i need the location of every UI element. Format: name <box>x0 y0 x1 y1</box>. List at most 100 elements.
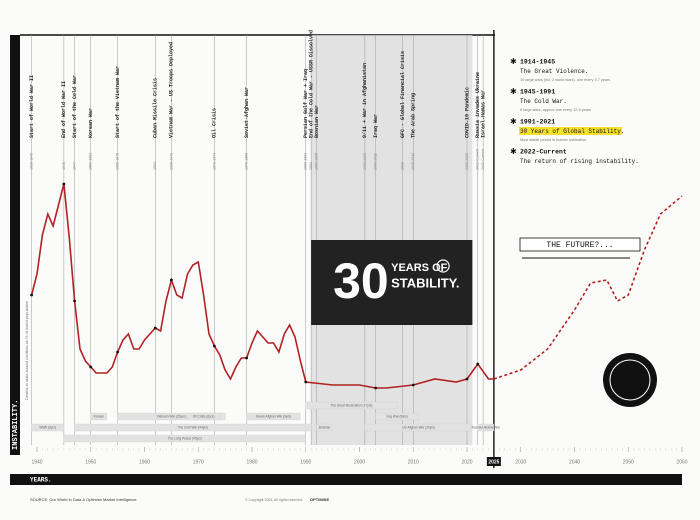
event-label: Cuban Missile Crisis <box>153 78 159 138</box>
event-label: 9/11 + War in Afghanistan <box>362 63 368 138</box>
x-tick-label: 1990 <box>300 459 311 465</box>
event-dot <box>374 386 378 390</box>
emblem <box>603 353 657 407</box>
event-dot <box>62 182 66 186</box>
x-tick-label: 2010 <box>408 459 419 465</box>
period-bar <box>74 423 312 432</box>
era-note: Most stable period in human civilisation… <box>520 138 587 142</box>
x-tick-label: 2020 <box>461 459 472 465</box>
event-dot <box>212 344 216 348</box>
event-label: Bosnian War <box>314 105 320 138</box>
era-title: The Great Violence. <box>520 68 588 75</box>
peace-icon <box>436 259 450 273</box>
period-label: WWII (6yrs) <box>39 426 56 430</box>
era-title: The Cold War. <box>520 98 567 105</box>
event-years: 1992-1995 <box>314 153 318 170</box>
event-label: The Arab Spring <box>411 93 417 138</box>
event-dot <box>73 299 77 303</box>
future-label: THE FUTURE?... <box>546 241 613 250</box>
x-tick-label: 2060 <box>676 459 687 465</box>
event-years: 1962 <box>153 162 157 170</box>
event-years: 1991 <box>309 162 313 170</box>
stability-line1: YEARS OF <box>391 262 448 274</box>
period-bar <box>316 423 333 432</box>
event-years: 1947 <box>73 162 77 170</box>
period-label: US-Afghan War (20yrs) <box>402 426 435 430</box>
event-dot <box>245 356 249 360</box>
event-dot <box>476 362 480 366</box>
x-tick-label: 1950 <box>85 459 96 465</box>
event-years: 2023-Current <box>481 149 485 170</box>
x-tick-label: 2050 <box>623 459 634 465</box>
era-star: ✱ <box>510 87 517 96</box>
footer-copyright: © Copyright 2024. All rights reserved. <box>245 498 303 502</box>
era-star: ✱ <box>510 117 517 126</box>
event-label: End of World War II <box>61 81 67 138</box>
event-label: End of the Cold War - USSR Dissolved <box>308 30 314 138</box>
x-tick-label: 1940 <box>31 459 42 465</box>
current-year-box <box>486 457 501 466</box>
event-dot <box>411 383 415 387</box>
period-bar <box>364 423 473 432</box>
y-title: INSTABILITY. <box>12 400 20 450</box>
period-bar <box>246 412 301 421</box>
era-years: 1945-1991 <box>520 89 555 96</box>
period-label: The Long Peace (45yrs) <box>168 437 202 441</box>
period-label: Korean <box>94 415 105 419</box>
future-box <box>519 237 641 252</box>
event-label: Start of the Vietnam War <box>115 66 121 138</box>
event-dot <box>30 293 34 297</box>
event-label: Soviet-Afghan War <box>244 87 250 138</box>
event-years: 1939-1945 <box>30 153 34 170</box>
stability-box <box>311 240 473 325</box>
event-years: 2003-2011 <box>374 153 378 170</box>
event-years: 1950-1953 <box>89 153 93 170</box>
event-dot <box>153 326 157 330</box>
period-label: The Cold War (44yrs) <box>178 426 208 430</box>
event-label: GFC - Global Financial Crisis <box>400 51 406 138</box>
event-label: Oil Crisis <box>212 108 218 138</box>
event-dot <box>465 377 469 381</box>
x-tick-label: 1970 <box>193 459 204 465</box>
event-label: Start of World War II <box>29 75 35 138</box>
event-label: Iraq War <box>373 114 379 138</box>
event-years: 1979-1989 <box>245 153 249 170</box>
x-tick-label: 2040 <box>569 459 580 465</box>
event-years: 2020-2023 <box>465 153 469 170</box>
x-tick-label: 2030 <box>515 459 526 465</box>
era-star: ✱ <box>510 147 517 156</box>
x-tick-label: 1980 <box>246 459 257 465</box>
event-years: 1945 <box>62 162 66 170</box>
event-dot <box>116 350 120 354</box>
period-bar <box>375 412 419 421</box>
y-label: Deaths in state-based conflicts as % of … <box>24 301 29 400</box>
period-bar <box>187 412 220 421</box>
footer-brand: OPTIMISE <box>310 497 329 502</box>
period-label: Iraq War (8yrs) <box>387 415 408 419</box>
era-title: The return of rising instability. <box>520 158 639 165</box>
era-years: 1991-2021 <box>520 119 555 126</box>
period-bar <box>477 423 495 432</box>
event-label: Korean War <box>88 108 94 138</box>
instability-line <box>493 195 683 380</box>
event-dot <box>304 380 308 384</box>
event-dot <box>89 365 93 369</box>
x-tick-label: 2000 <box>354 459 365 465</box>
stability-number: 30 <box>333 253 389 309</box>
era-years: 2022-Current <box>520 149 567 156</box>
event-label: Vietnam War - US Troops Deployed <box>169 42 175 138</box>
event-label: Israel-Hamas War <box>480 90 486 138</box>
period-label: Soviet-Afghan War (9yrs) <box>256 415 292 419</box>
period-label: Vietnam War (20yrs) <box>157 415 186 419</box>
x-label: YEARS. <box>30 477 52 484</box>
event-label: Start of the Cold War <box>72 75 78 138</box>
event-years: 1965-1973 <box>169 153 173 170</box>
era-years: 1914-1945 <box>520 59 555 66</box>
event-years: 2022-Current <box>476 149 480 170</box>
footer-source: SOURCE: Our World in Data & Optimise Mar… <box>30 497 137 502</box>
event-label: Persian Gulf War + Iraq <box>303 69 309 138</box>
period-label: Oil Crisis (6yrs) <box>193 415 215 419</box>
x-tick-label: 1960 <box>139 459 150 465</box>
event-label: Russia invades Ukraine <box>475 72 481 138</box>
